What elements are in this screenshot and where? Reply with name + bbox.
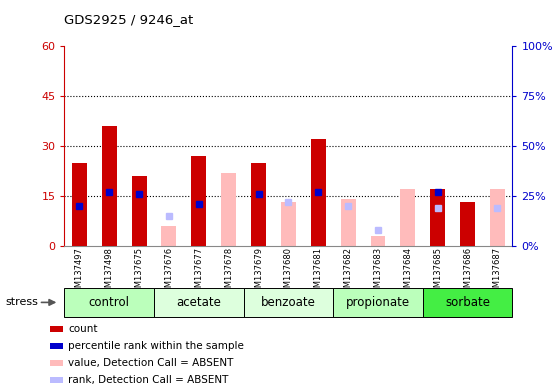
Bar <box>102 126 116 246</box>
Bar <box>192 156 206 246</box>
Bar <box>50 377 63 383</box>
Bar <box>161 226 176 246</box>
Bar <box>423 288 512 317</box>
Bar <box>333 288 423 317</box>
Text: benzoate: benzoate <box>261 296 316 309</box>
Bar <box>50 326 63 332</box>
Bar <box>132 176 147 246</box>
Bar <box>400 189 416 246</box>
Bar <box>64 288 154 317</box>
Bar <box>72 162 87 246</box>
Text: acetate: acetate <box>176 296 221 309</box>
Bar <box>311 139 326 246</box>
Text: count: count <box>68 324 97 334</box>
Text: sorbate: sorbate <box>445 296 490 309</box>
Text: value, Detection Call = ABSENT: value, Detection Call = ABSENT <box>68 358 234 368</box>
Bar <box>154 288 244 317</box>
Bar <box>490 189 505 246</box>
Bar <box>50 360 63 366</box>
Bar <box>371 236 385 246</box>
Bar <box>251 162 266 246</box>
Text: rank, Detection Call = ABSENT: rank, Detection Call = ABSENT <box>68 375 228 384</box>
Text: propionate: propionate <box>346 296 410 309</box>
Bar <box>50 343 63 349</box>
Text: percentile rank within the sample: percentile rank within the sample <box>68 341 244 351</box>
Text: stress: stress <box>6 297 39 308</box>
Text: control: control <box>88 296 130 309</box>
Bar <box>281 202 296 246</box>
Bar <box>340 199 356 246</box>
Bar <box>430 189 445 246</box>
Bar <box>221 172 236 246</box>
Text: GDS2925 / 9246_at: GDS2925 / 9246_at <box>64 13 194 26</box>
Bar <box>460 202 475 246</box>
Bar <box>244 288 333 317</box>
